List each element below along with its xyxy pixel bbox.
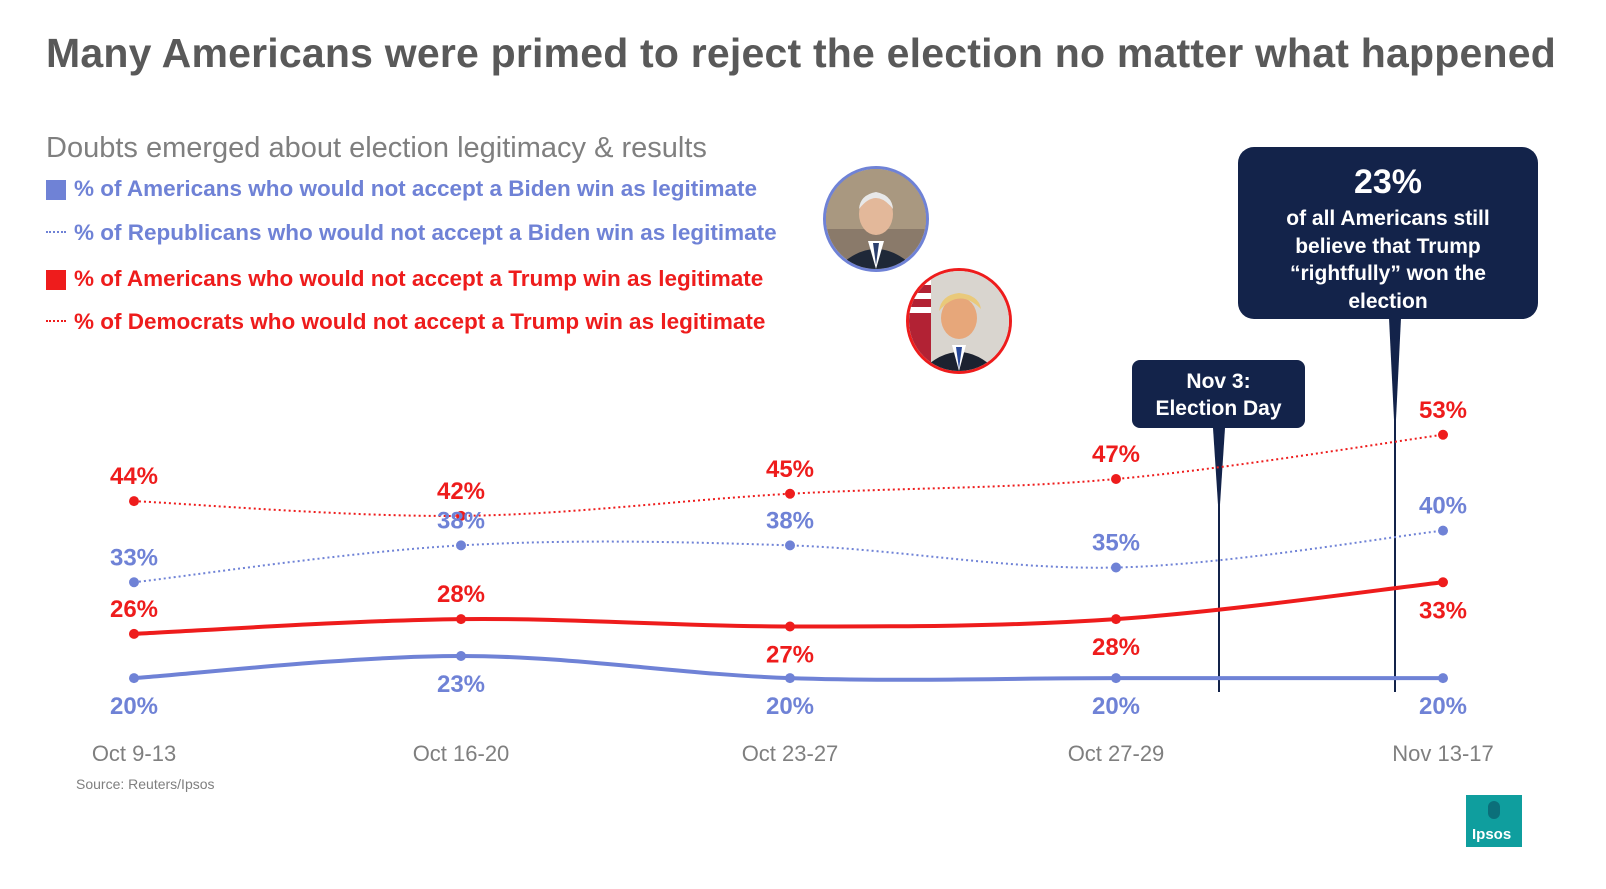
ipsos-logo: Ipsos — [1466, 795, 1522, 847]
data-point-democrats-trump — [1111, 474, 1121, 484]
legend-swatch-dotted-red — [46, 320, 66, 323]
x-tick-label: Oct 16-20 — [413, 741, 510, 766]
legend-label: % of Americans who would not accept a Bi… — [74, 176, 758, 201]
data-point-americans-biden — [129, 673, 139, 684]
legend-item-biden-republicans: % of Republicans who would not accept a … — [46, 220, 777, 246]
data-label-republicans-biden: 35% — [1092, 530, 1140, 557]
subtitle: Doubts emerged about election legitimacy… — [46, 132, 707, 164]
data-label-americans-trump: 27% — [766, 642, 814, 669]
data-label-democrats-trump: 44% — [110, 463, 158, 490]
data-label-democrats-trump: 47% — [1092, 441, 1140, 468]
ipsos-logo-icon — [1488, 801, 1500, 819]
data-point-americans-trump — [1111, 614, 1121, 625]
data-label-americans-biden: 20% — [766, 693, 814, 720]
legend-swatch-solid-red — [46, 270, 66, 291]
legend-swatch-solid-blue — [46, 180, 66, 201]
data-point-americans-trump — [1438, 577, 1448, 588]
legend-item-biden-americans: % of Americans who would not accept a Bi… — [46, 176, 757, 202]
legend-swatch-dotted-blue — [46, 231, 66, 234]
data-point-democrats-trump — [129, 496, 139, 507]
data-point-americans-trump — [129, 628, 139, 639]
x-tick-label: Oct 9-13 — [92, 741, 176, 766]
x-tick-label: Oct 23-27 — [742, 741, 839, 766]
election-day-text: Nov 3: Election Day — [1155, 370, 1282, 420]
data-label-americans-trump: 28% — [1092, 634, 1140, 661]
data-point-americans-biden — [456, 651, 466, 661]
callout-percentage: 23% — [1353, 163, 1423, 201]
data-point-democrats-trump — [456, 510, 466, 521]
legend-label: % of Americans who would not accept a Tr… — [74, 266, 764, 291]
data-label-republicans-biden: 38% — [437, 507, 485, 534]
trump-rightfully-won-pointer-tip — [1389, 318, 1401, 440]
election-day-callout: Nov 3: Election Day — [1132, 360, 1305, 428]
data-point-republicans-biden — [785, 540, 795, 551]
data-point-americans-biden — [785, 673, 795, 684]
data-point-republicans-biden — [129, 577, 139, 588]
data-label-republicans-biden: 33% — [110, 544, 158, 571]
data-label-republicans-biden: 40% — [1419, 493, 1467, 520]
data-point-americans-trump — [785, 621, 795, 632]
ipsos-logo-text: Ipsos — [1472, 826, 1512, 843]
legend-item-trump-democrats: % of Democrats who would not accept a Tr… — [46, 309, 765, 335]
data-point-americans-biden — [1111, 673, 1121, 684]
legend-label: % of Democrats who would not accept a Tr… — [74, 309, 766, 334]
data-label-democrats-trump: 53% — [1419, 397, 1467, 424]
data-label-americans-trump: 28% — [437, 581, 485, 608]
biden-portrait — [823, 166, 929, 272]
data-point-americans-trump — [456, 614, 466, 625]
data-point-democrats-trump — [785, 488, 795, 499]
data-label-americans-trump: 26% — [110, 596, 158, 623]
data-label-democrats-trump: 42% — [437, 478, 485, 505]
data-label-democrats-trump: 45% — [766, 456, 814, 483]
data-point-republicans-biden — [1111, 562, 1121, 573]
page-title: Many Americans were primed to reject the… — [46, 30, 1556, 76]
data-point-republicans-biden — [1438, 525, 1448, 536]
data-point-americans-biden — [1438, 673, 1448, 684]
series-line-republicans-biden — [133, 529, 1444, 584]
data-point-democrats-trump — [1438, 429, 1448, 440]
x-tick-label: Nov 13-17 — [1392, 741, 1494, 766]
data-label-americans-trump: 33% — [1419, 597, 1467, 624]
data-label-americans-biden: 20% — [1419, 693, 1467, 720]
data-label-republicans-biden: 38% — [766, 507, 814, 534]
trump-portrait — [906, 268, 1012, 374]
legend-item-trump-americans: % of Americans who would not accept a Tr… — [46, 266, 763, 292]
data-label-americans-biden: 20% — [1092, 693, 1140, 720]
data-point-republicans-biden — [456, 540, 466, 551]
source-note: Source: Reuters/Ipsos — [76, 776, 215, 792]
election-day-pointer-tip — [1213, 428, 1225, 520]
data-label-americans-biden: 23% — [437, 671, 485, 698]
x-tick-label: Oct 27-29 — [1068, 741, 1165, 766]
data-label-americans-biden: 20% — [110, 693, 158, 720]
callout-text: of all Americans still believe that Trum… — [1286, 207, 1490, 313]
trump-rightfully-won-callout: 23% of all Americans still believe that … — [1238, 147, 1538, 319]
legend-label: % of Republicans who would not accept a … — [74, 220, 777, 245]
